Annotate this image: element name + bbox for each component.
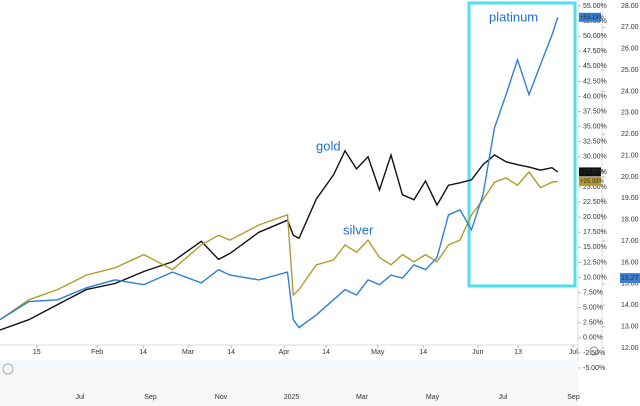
navigator-label: Sep [567, 394, 580, 401]
series-line [0, 17, 559, 329]
y2-tick-label: 12.00 [621, 345, 639, 352]
y-tick-label: 0.00% [583, 335, 603, 342]
y-tick-label: 47.50% [583, 48, 607, 55]
y2-tick-label: 15.00 [621, 281, 639, 288]
icon[interactable] [2, 363, 14, 375]
y-tick-label: 12.50% [583, 259, 607, 266]
navigator-label: 2025 [284, 394, 300, 401]
y2-tick-label: 24.00 [621, 88, 639, 95]
y-tick-label: -2.50% [583, 350, 605, 357]
annotation: gold [316, 138, 341, 153]
y-tick-label: 2.50% [583, 320, 603, 327]
settings-icon[interactable] [589, 346, 599, 356]
y-tick-label: 50.00% [583, 33, 607, 40]
y-tick-label: 55.00% [583, 3, 607, 10]
y2-tick-label: 17.00 [621, 238, 639, 245]
navigator-label: Sep [144, 394, 157, 401]
y-tick-label: 32.50% [583, 139, 607, 146]
y-tick-label: 20.00% [583, 214, 607, 221]
y-tick-label: 25.00% [583, 184, 607, 191]
y-tick-label: 22.50% [583, 199, 607, 206]
x-tick-label: 15 [33, 349, 41, 356]
y-tick-label: 5.00% [583, 305, 603, 312]
annotation: silver [343, 222, 374, 237]
navigator [0, 360, 578, 406]
navigator-label: Jul [499, 394, 508, 401]
highlight-box [467, 1, 577, 288]
navigator-label: May [426, 394, 440, 401]
end-label: +25.93% [580, 179, 605, 185]
y2-tick-label: 27.00 [621, 24, 639, 31]
x-tick-label: 14 [227, 349, 235, 356]
y2-tick-label: 14.00 [621, 302, 639, 309]
end-badge [579, 176, 601, 186]
annotation: platinum [489, 9, 538, 24]
series-line [0, 170, 558, 321]
y2-tick-label: 26.00 [621, 46, 639, 53]
y2-tick-label: 13.00 [621, 323, 639, 330]
y2-badge-label: 15.27 [621, 275, 639, 282]
y-tick-label: 37.50% [583, 108, 607, 115]
y2-badge [620, 273, 640, 284]
y-tick-label: 45.00% [583, 63, 607, 70]
y2-tick-label: 22.00 [621, 131, 639, 138]
y2-tick-label: 28.00 [621, 3, 639, 10]
navigator-label: Jul [76, 394, 85, 401]
x-tick-label: 13 [514, 349, 522, 356]
y-tick-label: 35.00% [583, 124, 607, 131]
x-tick-label: 14 [322, 349, 330, 356]
x-tick-label: Jun [472, 349, 483, 356]
x-tick-label: Feb [91, 349, 103, 356]
y2-tick-label: 19.00 [621, 195, 639, 202]
navigator-label: Nov [215, 394, 228, 401]
end-label: +53.13% [580, 15, 605, 21]
y2-tick-label: 25.00 [621, 67, 639, 74]
navigator-label: Mar [356, 394, 369, 401]
y-tick-label: 30.00% [583, 154, 607, 161]
y-tick-label: 42.50% [583, 78, 607, 85]
x-tick-label: 14 [419, 349, 427, 356]
y-tick-label: 40.00% [583, 93, 607, 100]
y2-tick-label: 21.00 [621, 152, 639, 159]
x-tick-label: May [371, 349, 385, 356]
y2-tick-label: 20.00 [621, 174, 639, 181]
series-line [0, 149, 559, 331]
x-tick-label: Apr [279, 349, 291, 356]
x-tick-label: Jul [569, 349, 578, 356]
y-tick-label: 15.00% [583, 244, 607, 251]
y2-tick-label: 18.00 [621, 217, 639, 224]
end-badge [579, 12, 601, 22]
y-tick-label: 7.50% [583, 289, 603, 296]
x-tick-label: Mar [182, 349, 195, 356]
end-label: +27.50% [580, 169, 605, 175]
y2-tick-label: 23.00 [621, 110, 639, 117]
y2-tick-label: 16.00 [621, 259, 639, 266]
x-tick-label: 14 [139, 349, 147, 356]
y-tick-label: 10.00% [583, 274, 607, 281]
end-badge [579, 167, 601, 177]
y-tick-label: 17.50% [583, 229, 607, 236]
y-tick-label: -5.00% [583, 365, 605, 372]
